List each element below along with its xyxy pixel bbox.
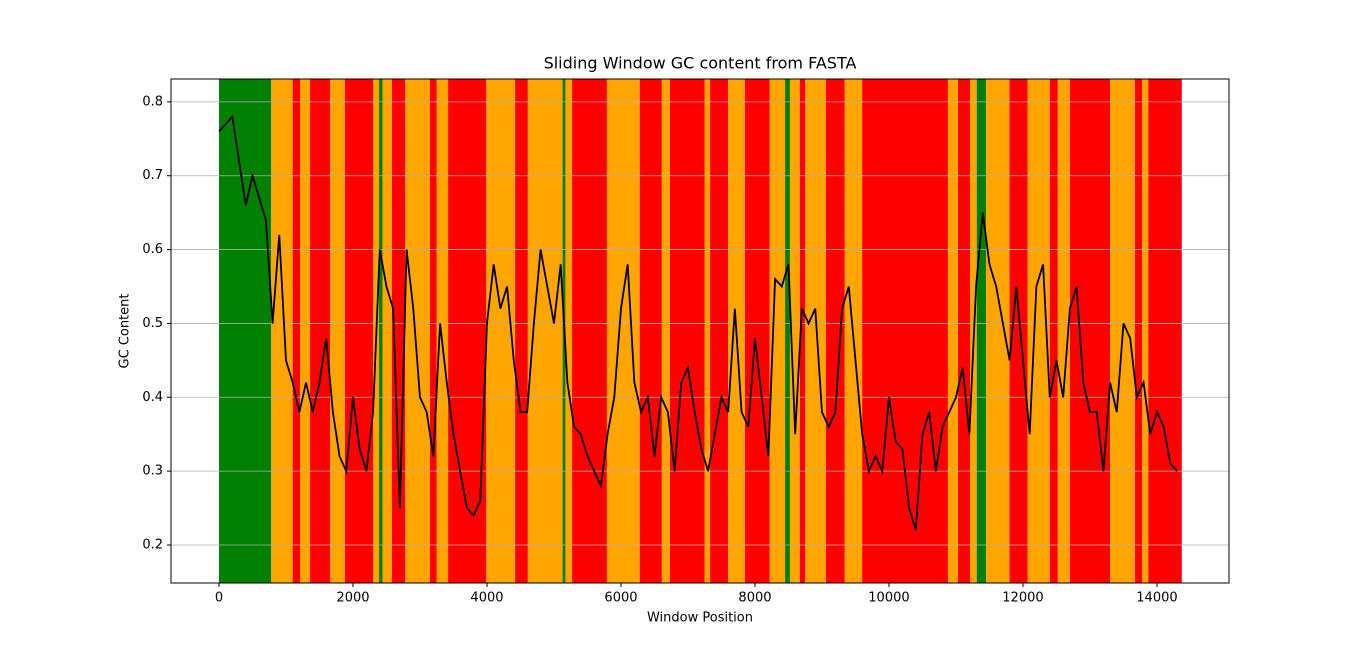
band [379,79,383,583]
band [661,79,670,583]
band [947,79,958,583]
x-tick-label: 4000 [470,591,503,606]
y-tick-label: 0.7 [142,168,163,183]
y-tick-label: 0.2 [142,537,163,552]
band [986,79,1010,583]
band [769,79,800,583]
y-tick-label: 0.3 [142,464,163,479]
band [405,79,431,583]
band [805,79,826,583]
band [344,79,374,583]
band [704,79,711,583]
band [281,79,293,583]
chart-title: Sliding Window GC content from FASTA [544,54,857,73]
band [606,79,640,583]
x-tick-label: 14000 [1136,591,1177,606]
band [1027,79,1050,583]
band [300,79,311,583]
x-tick-label: 10000 [868,591,909,606]
y-tick-label: 0.6 [142,242,163,257]
band [957,79,971,583]
x-tick-label: 8000 [738,591,771,606]
band [1009,79,1028,583]
x-axis-label: Window Position [647,611,753,626]
band [330,79,345,583]
band [862,79,948,583]
x-tick-label: 2000 [336,591,369,606]
band [1134,79,1143,583]
band [271,79,282,583]
plot-frame [170,78,1230,584]
y-axis-label: GC Content [118,294,133,369]
band [515,79,528,583]
band [1148,79,1182,583]
band [1057,79,1070,583]
band [436,79,449,583]
band [825,79,845,583]
band [639,79,662,583]
band [527,79,573,583]
y-tick-label: 0.8 [142,94,163,109]
band [1069,79,1111,583]
band [799,79,806,583]
band [310,79,331,583]
band [430,79,437,583]
band [572,79,607,583]
x-tick-label: 0 [215,591,223,606]
band [744,79,770,583]
y-tick-label: 0.5 [142,316,163,331]
band [292,79,301,583]
band [976,79,987,583]
band [710,79,729,583]
band [669,79,705,583]
band [1049,79,1058,583]
band [218,79,272,583]
x-tick-label: 6000 [604,591,637,606]
band [785,79,790,583]
band [1142,79,1149,583]
line [218,114,1178,531]
x-tick-label: 12000 [1002,591,1043,606]
y-tick-label: 0.4 [142,390,163,405]
